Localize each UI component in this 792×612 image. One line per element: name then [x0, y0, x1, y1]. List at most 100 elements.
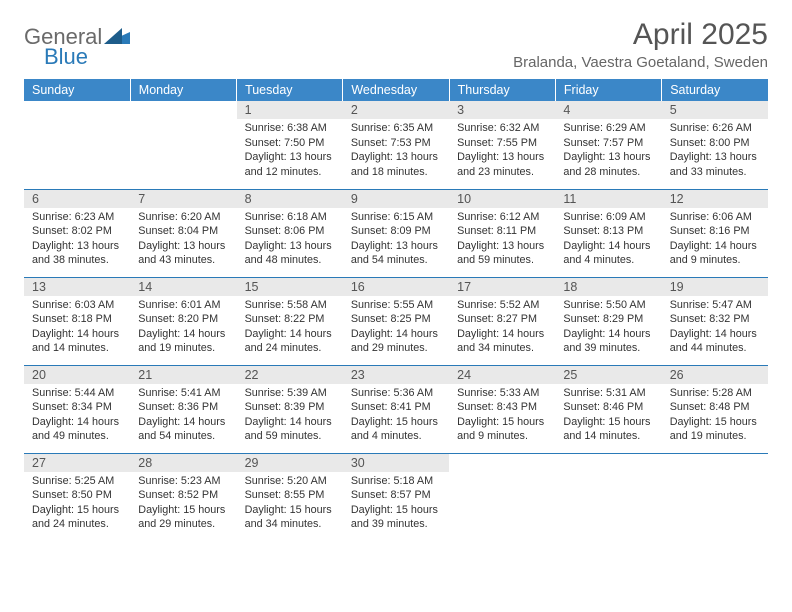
day-number: 11 [555, 190, 661, 208]
sunset-line: Sunset: 8:52 PM [138, 488, 228, 503]
calendar-day-cell: 21Sunrise: 5:41 AMSunset: 8:36 PMDayligh… [130, 365, 236, 453]
daylight-line: Daylight: 14 hours and 24 minutes. [245, 327, 335, 356]
sunset-line: Sunset: 8:57 PM [351, 488, 441, 503]
sunrise-line: Sunrise: 5:20 AM [245, 474, 335, 489]
daylight-line: Daylight: 14 hours and 34 minutes. [457, 327, 547, 356]
sunset-line: Sunset: 8:34 PM [32, 400, 122, 415]
sunset-line: Sunset: 8:48 PM [670, 400, 760, 415]
calendar-day-cell: 23Sunrise: 5:36 AMSunset: 8:41 PMDayligh… [343, 365, 449, 453]
calendar-day-cell: 16Sunrise: 5:55 AMSunset: 8:25 PMDayligh… [343, 277, 449, 365]
day-body: Sunrise: 6:29 AMSunset: 7:57 PMDaylight:… [555, 119, 661, 183]
calendar-day-cell: 8Sunrise: 6:18 AMSunset: 8:06 PMDaylight… [237, 189, 343, 277]
day-number: 8 [237, 190, 343, 208]
calendar-day-cell: 15Sunrise: 5:58 AMSunset: 8:22 PMDayligh… [237, 277, 343, 365]
calendar-day-cell [24, 101, 130, 189]
sunset-line: Sunset: 8:11 PM [457, 224, 547, 239]
calendar-day-cell: 17Sunrise: 5:52 AMSunset: 8:27 PMDayligh… [449, 277, 555, 365]
daylight-line: Daylight: 13 hours and 59 minutes. [457, 239, 547, 268]
sunset-line: Sunset: 8:16 PM [670, 224, 760, 239]
day-number: 15 [237, 278, 343, 296]
day-number: 28 [130, 454, 236, 472]
daylight-line: Daylight: 13 hours and 23 minutes. [457, 150, 547, 179]
title-block: April 2025 Bralanda, Vaestra Goetaland, … [513, 18, 768, 71]
calendar-day-cell: 5Sunrise: 6:26 AMSunset: 8:00 PMDaylight… [662, 101, 768, 189]
sunrise-line: Sunrise: 6:29 AM [563, 121, 653, 136]
calendar-day-cell: 27Sunrise: 5:25 AMSunset: 8:50 PMDayligh… [24, 453, 130, 541]
calendar-day-cell [662, 453, 768, 541]
daylight-line: Daylight: 14 hours and 9 minutes. [670, 239, 760, 268]
day-body: Sunrise: 5:55 AMSunset: 8:25 PMDaylight:… [343, 296, 449, 360]
sunrise-line: Sunrise: 6:01 AM [138, 298, 228, 313]
day-number: 14 [130, 278, 236, 296]
day-body: Sunrise: 6:35 AMSunset: 7:53 PMDaylight:… [343, 119, 449, 183]
sunset-line: Sunset: 8:32 PM [670, 312, 760, 327]
calendar-day-cell: 10Sunrise: 6:12 AMSunset: 8:11 PMDayligh… [449, 189, 555, 277]
sunrise-line: Sunrise: 6:15 AM [351, 210, 441, 225]
calendar-day-cell: 3Sunrise: 6:32 AMSunset: 7:55 PMDaylight… [449, 101, 555, 189]
sunset-line: Sunset: 7:50 PM [245, 136, 335, 151]
sunrise-line: Sunrise: 5:55 AM [351, 298, 441, 313]
calendar-day-cell: 11Sunrise: 6:09 AMSunset: 8:13 PMDayligh… [555, 189, 661, 277]
calendar-table: Sunday Monday Tuesday Wednesday Thursday… [24, 79, 768, 541]
sunrise-line: Sunrise: 5:23 AM [138, 474, 228, 489]
day-body: Sunrise: 6:15 AMSunset: 8:09 PMDaylight:… [343, 208, 449, 272]
daylight-line: Daylight: 13 hours and 43 minutes. [138, 239, 228, 268]
day-body: Sunrise: 5:58 AMSunset: 8:22 PMDaylight:… [237, 296, 343, 360]
sunrise-line: Sunrise: 6:03 AM [32, 298, 122, 313]
calendar-week-row: 1Sunrise: 6:38 AMSunset: 7:50 PMDaylight… [24, 101, 768, 189]
calendar-day-cell: 6Sunrise: 6:23 AMSunset: 8:02 PMDaylight… [24, 189, 130, 277]
day-body: Sunrise: 5:41 AMSunset: 8:36 PMDaylight:… [130, 384, 236, 448]
day-body: Sunrise: 5:23 AMSunset: 8:52 PMDaylight:… [130, 472, 236, 536]
sunset-line: Sunset: 8:25 PM [351, 312, 441, 327]
day-body: Sunrise: 5:52 AMSunset: 8:27 PMDaylight:… [449, 296, 555, 360]
sunset-line: Sunset: 8:39 PM [245, 400, 335, 415]
day-number: 24 [449, 366, 555, 384]
day-number: 1 [237, 101, 343, 119]
daylight-line: Daylight: 14 hours and 54 minutes. [138, 415, 228, 444]
daylight-line: Daylight: 14 hours and 29 minutes. [351, 327, 441, 356]
day-body: Sunrise: 6:12 AMSunset: 8:11 PMDaylight:… [449, 208, 555, 272]
day-number: 18 [555, 278, 661, 296]
day-number: 21 [130, 366, 236, 384]
weekday-header: Monday [130, 79, 236, 101]
sunset-line: Sunset: 8:00 PM [670, 136, 760, 151]
sunrise-line: Sunrise: 5:47 AM [670, 298, 760, 313]
day-number: 22 [237, 366, 343, 384]
sunset-line: Sunset: 7:53 PM [351, 136, 441, 151]
sunrise-line: Sunrise: 5:36 AM [351, 386, 441, 401]
daylight-line: Daylight: 14 hours and 4 minutes. [563, 239, 653, 268]
daylight-line: Daylight: 13 hours and 38 minutes. [32, 239, 122, 268]
calendar-day-cell: 12Sunrise: 6:06 AMSunset: 8:16 PMDayligh… [662, 189, 768, 277]
daylight-line: Daylight: 14 hours and 44 minutes. [670, 327, 760, 356]
day-body: Sunrise: 6:26 AMSunset: 8:00 PMDaylight:… [662, 119, 768, 183]
day-body: Sunrise: 6:20 AMSunset: 8:04 PMDaylight:… [130, 208, 236, 272]
logo-text-blue-wrap: Blue [44, 44, 88, 70]
logo-triangle-icon [104, 26, 130, 49]
day-body: Sunrise: 6:03 AMSunset: 8:18 PMDaylight:… [24, 296, 130, 360]
daylight-line: Daylight: 15 hours and 4 minutes. [351, 415, 441, 444]
calendar-day-cell: 24Sunrise: 5:33 AMSunset: 8:43 PMDayligh… [449, 365, 555, 453]
month-title: April 2025 [513, 18, 768, 52]
calendar-day-cell [130, 101, 236, 189]
daylight-line: Daylight: 13 hours and 12 minutes. [245, 150, 335, 179]
weekday-header: Thursday [449, 79, 555, 101]
day-body: Sunrise: 5:31 AMSunset: 8:46 PMDaylight:… [555, 384, 661, 448]
sunset-line: Sunset: 8:09 PM [351, 224, 441, 239]
sunrise-line: Sunrise: 5:58 AM [245, 298, 335, 313]
day-number: 19 [662, 278, 768, 296]
sunrise-line: Sunrise: 6:06 AM [670, 210, 760, 225]
daylight-line: Daylight: 14 hours and 14 minutes. [32, 327, 122, 356]
calendar-day-cell [555, 453, 661, 541]
daylight-line: Daylight: 15 hours and 14 minutes. [563, 415, 653, 444]
sunset-line: Sunset: 8:50 PM [32, 488, 122, 503]
daylight-line: Daylight: 14 hours and 59 minutes. [245, 415, 335, 444]
calendar-day-cell: 2Sunrise: 6:35 AMSunset: 7:53 PMDaylight… [343, 101, 449, 189]
sunset-line: Sunset: 8:36 PM [138, 400, 228, 415]
day-body: Sunrise: 5:47 AMSunset: 8:32 PMDaylight:… [662, 296, 768, 360]
day-number: 17 [449, 278, 555, 296]
sunrise-line: Sunrise: 6:23 AM [32, 210, 122, 225]
day-body: Sunrise: 5:50 AMSunset: 8:29 PMDaylight:… [555, 296, 661, 360]
calendar-day-cell: 7Sunrise: 6:20 AMSunset: 8:04 PMDaylight… [130, 189, 236, 277]
sunset-line: Sunset: 8:27 PM [457, 312, 547, 327]
calendar-day-cell: 1Sunrise: 6:38 AMSunset: 7:50 PMDaylight… [237, 101, 343, 189]
